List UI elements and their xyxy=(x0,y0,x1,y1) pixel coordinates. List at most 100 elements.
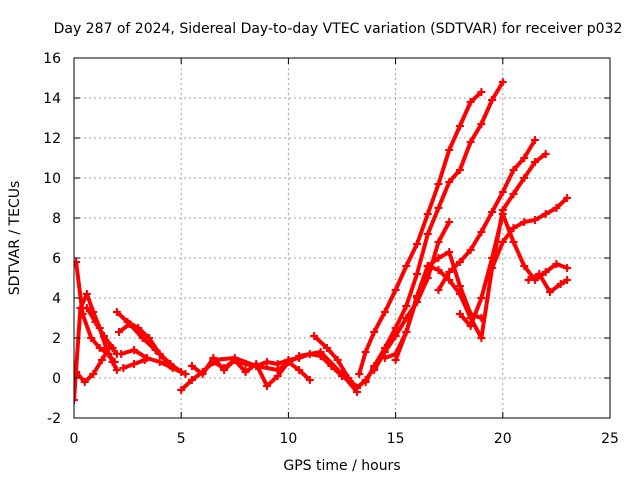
data-point xyxy=(455,310,464,318)
data-point xyxy=(466,98,475,106)
data-point xyxy=(115,328,124,336)
data-series-6 xyxy=(117,346,190,378)
data-point xyxy=(509,166,518,174)
data-point xyxy=(125,320,134,328)
data-point xyxy=(95,344,104,352)
series-trace xyxy=(363,80,505,384)
data-point xyxy=(466,322,475,330)
series-trace xyxy=(74,344,119,384)
x-axis-label: GPS time / hours xyxy=(283,458,400,474)
data-point xyxy=(445,146,454,154)
data-point xyxy=(445,268,454,276)
y-axis-label: SDTVAR / TECUs xyxy=(7,181,23,296)
data-point xyxy=(230,354,239,362)
data-point xyxy=(520,174,529,182)
data-point xyxy=(434,238,443,246)
data-point xyxy=(74,396,78,404)
data-point xyxy=(273,366,282,374)
data-series-19 xyxy=(455,210,572,330)
data-point xyxy=(391,286,400,294)
y-tick-label: 10 xyxy=(43,171,61,187)
data-point xyxy=(295,352,304,360)
data-point xyxy=(445,248,454,256)
data-point xyxy=(82,290,91,298)
data-point xyxy=(151,346,160,354)
data-point xyxy=(413,240,422,248)
data-point xyxy=(556,280,565,288)
data-point xyxy=(391,356,400,364)
data-point xyxy=(391,332,400,340)
data-point xyxy=(353,384,362,392)
data-point xyxy=(91,318,100,326)
data-series-7 xyxy=(115,320,175,370)
data-point xyxy=(177,386,186,394)
data-point xyxy=(361,348,370,356)
data-point xyxy=(112,366,121,374)
data-point xyxy=(434,180,443,188)
y-tick-label: 2 xyxy=(52,331,61,347)
y-tick-label: 16 xyxy=(43,51,61,67)
data-point xyxy=(262,382,271,390)
data-point xyxy=(563,276,572,284)
data-point xyxy=(361,378,370,386)
data-point xyxy=(530,216,539,224)
y-tick-labels: -2 0 2 4 6 8 10 12 14 16 xyxy=(43,51,61,427)
data-point xyxy=(370,366,379,374)
series-trace xyxy=(84,306,115,350)
data-point xyxy=(563,194,572,202)
data-point xyxy=(498,210,507,218)
data-point xyxy=(541,150,550,158)
series-trace xyxy=(436,138,537,292)
data-series-4 xyxy=(82,304,117,352)
y-tick-label: 4 xyxy=(52,291,61,307)
data-point xyxy=(370,328,379,336)
data-point xyxy=(119,364,128,372)
data-point xyxy=(89,370,98,378)
data-point xyxy=(434,266,443,274)
data-point xyxy=(82,304,91,312)
data-point xyxy=(305,376,314,384)
data-point xyxy=(166,362,175,370)
data-series-17 xyxy=(391,150,550,364)
data-point xyxy=(498,188,507,196)
data-point xyxy=(455,166,464,174)
data-point xyxy=(524,276,533,284)
data-point xyxy=(563,264,572,272)
data-point xyxy=(295,366,304,374)
data-point xyxy=(220,366,229,374)
data-point xyxy=(509,224,518,232)
data-series-11 xyxy=(209,348,362,396)
data-point xyxy=(402,328,411,336)
data-series-8 xyxy=(119,356,149,372)
data-series-13 xyxy=(355,88,486,378)
plot-frame xyxy=(73,57,611,419)
data-point xyxy=(541,210,550,218)
data-point xyxy=(520,218,529,226)
data-point xyxy=(333,356,342,364)
data-point xyxy=(100,332,109,340)
series-trace xyxy=(74,260,117,364)
data-point xyxy=(477,120,486,128)
data-point xyxy=(423,210,432,218)
data-point xyxy=(445,178,454,186)
data-point xyxy=(413,294,422,302)
data-point xyxy=(322,344,331,352)
data-point xyxy=(380,354,389,362)
data-point xyxy=(252,362,261,370)
data-series-21 xyxy=(524,270,572,296)
data-point xyxy=(402,302,411,310)
data-point xyxy=(488,96,497,104)
x-tick-label: 10 xyxy=(279,431,297,447)
data-point xyxy=(130,360,139,368)
data-point xyxy=(138,334,147,342)
data-point xyxy=(112,308,121,316)
data-point xyxy=(209,356,218,364)
data-point xyxy=(423,230,432,238)
data-point xyxy=(509,238,518,246)
data-point xyxy=(477,228,486,236)
y-tick-label: 14 xyxy=(43,91,61,107)
y-tick-label: 0 xyxy=(52,371,61,387)
data-point xyxy=(434,286,443,294)
data-series-18 xyxy=(434,136,539,294)
